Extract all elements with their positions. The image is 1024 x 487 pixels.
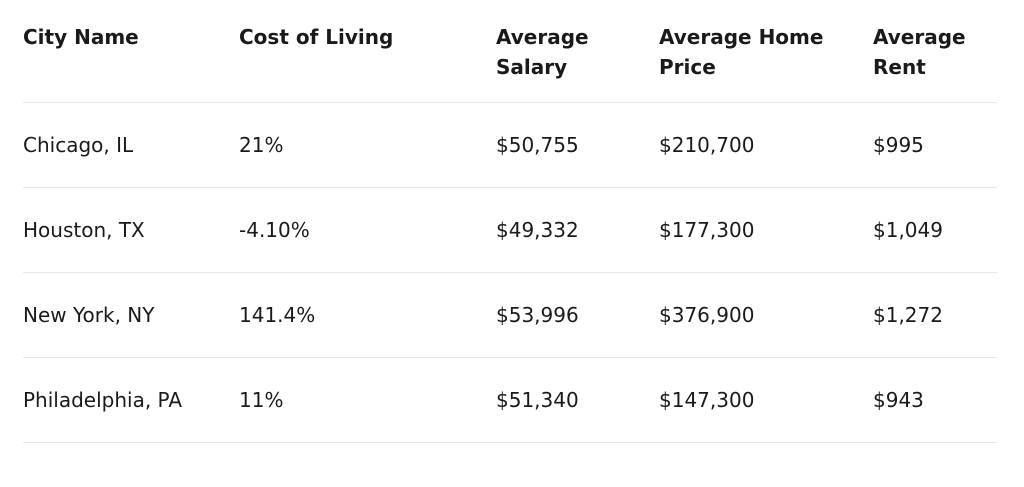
- cell-average-home-price: $210,700: [659, 102, 873, 188]
- table-body: Chicago, IL 21% $50,755 $210,700 $995 Ho…: [23, 102, 997, 443]
- cell-average-home-price: $147,300: [659, 357, 873, 443]
- cell-average-salary: $53,996: [496, 272, 659, 358]
- table-row: Houston, TX -4.10% $49,332 $177,300 $1,0…: [23, 187, 997, 273]
- table-row: Chicago, IL 21% $50,755 $210,700 $995: [23, 102, 997, 188]
- header-average-home-price: Average Home Price: [659, 0, 873, 103]
- city-comparison-table-container: City Name Cost of Living Average Salary …: [23, 0, 997, 443]
- cell-average-rent: $943: [873, 357, 997, 443]
- cell-average-rent: $1,049: [873, 187, 997, 273]
- cell-average-home-price: $376,900: [659, 272, 873, 358]
- cell-average-salary: $49,332: [496, 187, 659, 273]
- cell-cost-of-living: 21%: [239, 102, 496, 188]
- cell-average-rent: $995: [873, 102, 997, 188]
- cell-average-salary: $50,755: [496, 102, 659, 188]
- header-average-salary: Average Salary: [496, 0, 659, 103]
- cell-cost-of-living: 141.4%: [239, 272, 496, 358]
- table-row: Philadelphia, PA 11% $51,340 $147,300 $9…: [23, 357, 997, 443]
- table-row: New York, NY 141.4% $53,996 $376,900 $1,…: [23, 272, 997, 358]
- table-header: City Name Cost of Living Average Salary …: [23, 0, 997, 103]
- cell-city-name: Chicago, IL: [23, 102, 239, 188]
- header-city-name: City Name: [23, 0, 239, 103]
- cell-average-salary: $51,340: [496, 357, 659, 443]
- city-comparison-table: City Name Cost of Living Average Salary …: [23, 0, 997, 443]
- cell-cost-of-living: 11%: [239, 357, 496, 443]
- header-average-rent: Average Rent: [873, 0, 997, 103]
- cell-city-name: Houston, TX: [23, 187, 239, 273]
- header-cost-of-living: Cost of Living: [239, 0, 496, 103]
- cell-city-name: Philadelphia, PA: [23, 357, 239, 443]
- cell-average-rent: $1,272: [873, 272, 997, 358]
- cell-average-home-price: $177,300: [659, 187, 873, 273]
- cell-city-name: New York, NY: [23, 272, 239, 358]
- header-row: City Name Cost of Living Average Salary …: [23, 0, 997, 103]
- cell-cost-of-living: -4.10%: [239, 187, 496, 273]
